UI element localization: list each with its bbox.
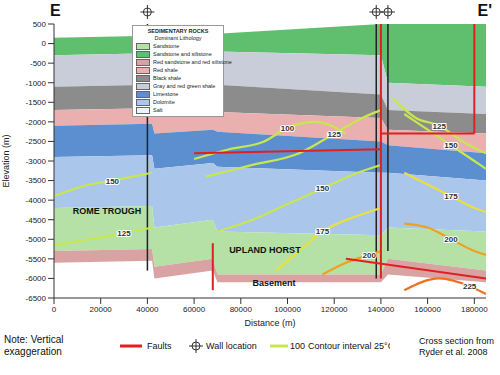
svg-text:Faults: Faults bbox=[147, 341, 172, 351]
html-text:Cross section from: Cross section from bbox=[419, 336, 494, 346]
html-text:E: E bbox=[50, 2, 61, 19]
svg-text:Elevation (m): Elevation (m) bbox=[8, 134, 11, 187]
svg-text:-3500: -3500 bbox=[26, 176, 47, 185]
html-text:Gray and red green shale: Gray and red green shale bbox=[153, 83, 216, 89]
html-text:Red shale: Red shale bbox=[153, 67, 178, 73]
svg-text:-3000: -3000 bbox=[26, 157, 47, 166]
html-text:E': E' bbox=[477, 2, 492, 19]
svg-text:Contour interval 25°C: Contour interval 25°C bbox=[308, 341, 390, 351]
svg-text:0: 0 bbox=[42, 39, 47, 48]
svg-text:ROME TROUGH: ROME TROUGH bbox=[73, 206, 142, 216]
svg-text:100: 100 bbox=[281, 124, 295, 133]
svg-text:UPLAND HORST: UPLAND HORST bbox=[229, 245, 301, 255]
svg-text:180000: 180000 bbox=[461, 305, 488, 314]
svg-text:100000: 100000 bbox=[274, 305, 301, 314]
svg-text:175: 175 bbox=[316, 227, 330, 236]
html-text:Sandstone and siltstone: Sandstone and siltstone bbox=[153, 51, 212, 57]
svg-text:-1500: -1500 bbox=[26, 98, 47, 107]
html-text:Sandstone: Sandstone bbox=[153, 43, 180, 49]
html-text:Dolomite: Dolomite bbox=[153, 99, 175, 105]
svg-text:125: 125 bbox=[117, 229, 131, 238]
svg-text:80000: 80000 bbox=[230, 305, 253, 314]
svg-text:-500: -500 bbox=[30, 59, 47, 68]
svg-text:-2000: -2000 bbox=[26, 118, 47, 127]
svg-text:40000: 40000 bbox=[136, 305, 159, 314]
svg-text:-4000: -4000 bbox=[26, 196, 47, 205]
svg-text:150: 150 bbox=[316, 184, 330, 193]
html-text:Black shale: Black shale bbox=[153, 75, 182, 81]
html-text:SEDIMENTARY ROCKS: SEDIMENTARY ROCKS bbox=[147, 28, 209, 34]
svg-text:200: 200 bbox=[363, 251, 377, 260]
html-text:Limestone: Limestone bbox=[153, 91, 179, 97]
svg-text:500: 500 bbox=[33, 20, 47, 29]
svg-text:200: 200 bbox=[444, 235, 458, 244]
svg-text:-1000: -1000 bbox=[26, 79, 47, 88]
html-text:Dominant Lithology: Dominant Lithology bbox=[154, 35, 202, 41]
svg-text:120000: 120000 bbox=[321, 305, 348, 314]
svg-text:Basement: Basement bbox=[252, 278, 295, 288]
html-text:Note: Vertical: Note: Vertical bbox=[4, 334, 64, 345]
html-text:Red sandstone and red siltston: Red sandstone and red siltstone bbox=[153, 59, 232, 65]
svg-text:125: 125 bbox=[328, 130, 342, 139]
html-text:Ryder et al. 2008: Ryder et al. 2008 bbox=[419, 347, 488, 357]
svg-text:160000: 160000 bbox=[414, 305, 441, 314]
svg-text:-5000: -5000 bbox=[26, 235, 47, 244]
svg-text:-6000: -6000 bbox=[26, 274, 47, 283]
html-text:exaggeration: exaggeration bbox=[4, 346, 62, 357]
html-text:Salt: Salt bbox=[153, 107, 163, 113]
svg-text:100: 100 bbox=[290, 341, 305, 351]
svg-text:140000: 140000 bbox=[368, 305, 395, 314]
svg-text:175: 175 bbox=[444, 192, 458, 201]
svg-text:20000: 20000 bbox=[90, 305, 113, 314]
svg-text:Distance (m): Distance (m) bbox=[244, 318, 295, 328]
svg-text:0: 0 bbox=[52, 305, 57, 314]
svg-text:-4500: -4500 bbox=[26, 216, 47, 225]
svg-text:150: 150 bbox=[444, 141, 458, 150]
svg-text:125: 125 bbox=[433, 122, 447, 131]
svg-text:-2500: -2500 bbox=[26, 137, 47, 146]
svg-text:225: 225 bbox=[463, 282, 477, 291]
svg-text:150: 150 bbox=[106, 177, 120, 186]
svg-text:Wall location: Wall location bbox=[206, 341, 257, 351]
svg-text:-6500: -6500 bbox=[26, 294, 47, 303]
svg-text:60000: 60000 bbox=[183, 305, 206, 314]
svg-text:-5500: -5500 bbox=[26, 255, 47, 264]
